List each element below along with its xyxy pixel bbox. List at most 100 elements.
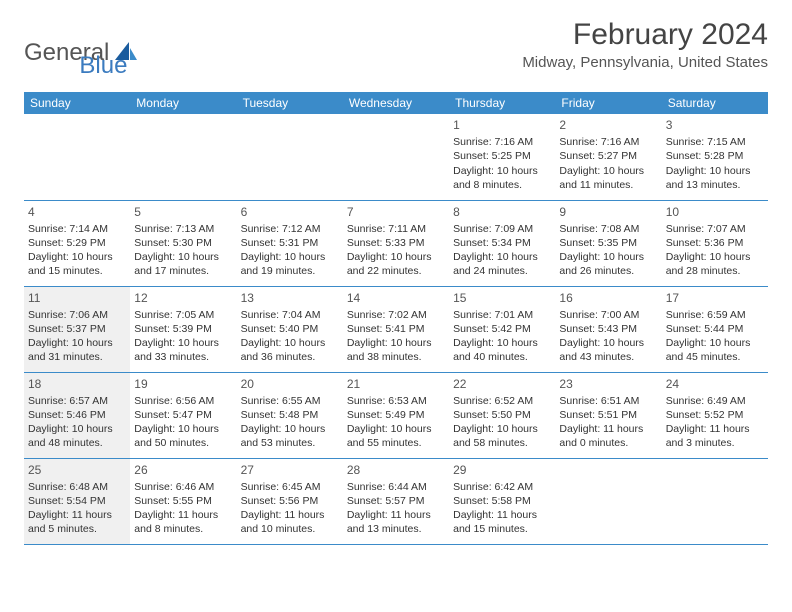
cell-sunrise: Sunrise: 7:14 AM [28,222,126,236]
calendar-cell [343,114,449,200]
calendar-cell: 15Sunrise: 7:01 AMSunset: 5:42 PMDayligh… [449,286,555,372]
day-number: 21 [347,376,445,392]
calendar-cell: 14Sunrise: 7:02 AMSunset: 5:41 PMDayligh… [343,286,449,372]
cell-daylight1: Daylight: 10 hours [134,250,232,264]
cell-sunrise: Sunrise: 6:46 AM [134,480,232,494]
cell-sunset: Sunset: 5:28 PM [666,149,764,163]
day-number: 2 [559,117,657,133]
day-number: 19 [134,376,232,392]
cell-sunrise: Sunrise: 7:16 AM [453,135,551,149]
day-number: 25 [28,462,126,478]
calendar-cell: 12Sunrise: 7:05 AMSunset: 5:39 PMDayligh… [130,286,236,372]
calendar-cell: 27Sunrise: 6:45 AMSunset: 5:56 PMDayligh… [237,458,343,544]
calendar-cell [237,114,343,200]
cell-daylight2: and 3 minutes. [666,436,764,450]
cell-daylight1: Daylight: 11 hours [28,508,126,522]
cell-daylight2: and 28 minutes. [666,264,764,278]
cell-sunrise: Sunrise: 6:55 AM [241,394,339,408]
day-number: 15 [453,290,551,306]
cell-sunset: Sunset: 5:27 PM [559,149,657,163]
cell-daylight2: and 40 minutes. [453,350,551,364]
day-number: 10 [666,204,764,220]
calendar-row: 1Sunrise: 7:16 AMSunset: 5:25 PMDaylight… [24,114,768,200]
cell-daylight1: Daylight: 11 hours [347,508,445,522]
cell-sunrise: Sunrise: 6:44 AM [347,480,445,494]
calendar-cell: 3Sunrise: 7:15 AMSunset: 5:28 PMDaylight… [662,114,768,200]
cell-daylight2: and 24 minutes. [453,264,551,278]
cell-daylight2: and 15 minutes. [28,264,126,278]
cell-sunset: Sunset: 5:34 PM [453,236,551,250]
cell-sunset: Sunset: 5:31 PM [241,236,339,250]
calendar-cell: 2Sunrise: 7:16 AMSunset: 5:27 PMDaylight… [555,114,661,200]
cell-daylight1: Daylight: 10 hours [666,164,764,178]
calendar-cell: 11Sunrise: 7:06 AMSunset: 5:37 PMDayligh… [24,286,130,372]
cell-daylight1: Daylight: 10 hours [559,336,657,350]
logo-text-2: Blue [79,52,127,80]
day-number: 14 [347,290,445,306]
cell-sunrise: Sunrise: 7:02 AM [347,308,445,322]
cell-daylight1: Daylight: 10 hours [559,250,657,264]
day-header: Thursday [449,92,555,114]
cell-sunset: Sunset: 5:58 PM [453,494,551,508]
day-header: Friday [555,92,661,114]
day-number: 18 [28,376,126,392]
cell-daylight1: Daylight: 11 hours [666,422,764,436]
day-number: 8 [453,204,551,220]
cell-sunrise: Sunrise: 7:01 AM [453,308,551,322]
cell-sunset: Sunset: 5:35 PM [559,236,657,250]
cell-daylight1: Daylight: 11 hours [559,422,657,436]
cell-daylight1: Daylight: 10 hours [28,336,126,350]
day-header: Tuesday [237,92,343,114]
calendar-cell: 4Sunrise: 7:14 AMSunset: 5:29 PMDaylight… [24,200,130,286]
cell-daylight2: and 48 minutes. [28,436,126,450]
cell-daylight1: Daylight: 10 hours [347,422,445,436]
cell-daylight2: and 36 minutes. [241,350,339,364]
cell-daylight1: Daylight: 10 hours [134,336,232,350]
cell-daylight2: and 31 minutes. [28,350,126,364]
day-number: 24 [666,376,764,392]
cell-daylight1: Daylight: 10 hours [134,422,232,436]
cell-daylight2: and 55 minutes. [347,436,445,450]
cell-sunset: Sunset: 5:56 PM [241,494,339,508]
cell-daylight2: and 50 minutes. [134,436,232,450]
cell-daylight1: Daylight: 11 hours [241,508,339,522]
cell-daylight2: and 58 minutes. [453,436,551,450]
cell-sunrise: Sunrise: 7:11 AM [347,222,445,236]
cell-sunrise: Sunrise: 6:42 AM [453,480,551,494]
cell-daylight1: Daylight: 10 hours [453,164,551,178]
calendar-cell: 21Sunrise: 6:53 AMSunset: 5:49 PMDayligh… [343,372,449,458]
cell-daylight1: Daylight: 10 hours [28,422,126,436]
cell-sunset: Sunset: 5:46 PM [28,408,126,422]
cell-sunset: Sunset: 5:50 PM [453,408,551,422]
cell-sunrise: Sunrise: 6:57 AM [28,394,126,408]
day-number: 28 [347,462,445,478]
cell-daylight2: and 33 minutes. [134,350,232,364]
calendar-table: SundayMondayTuesdayWednesdayThursdayFrid… [24,92,768,545]
calendar-cell: 5Sunrise: 7:13 AMSunset: 5:30 PMDaylight… [130,200,236,286]
calendar-cell: 26Sunrise: 6:46 AMSunset: 5:55 PMDayligh… [130,458,236,544]
calendar-cell: 20Sunrise: 6:55 AMSunset: 5:48 PMDayligh… [237,372,343,458]
calendar-cell: 23Sunrise: 6:51 AMSunset: 5:51 PMDayligh… [555,372,661,458]
cell-daylight2: and 8 minutes. [134,522,232,536]
cell-sunrise: Sunrise: 7:08 AM [559,222,657,236]
calendar-cell: 22Sunrise: 6:52 AMSunset: 5:50 PMDayligh… [449,372,555,458]
calendar-body: 1Sunrise: 7:16 AMSunset: 5:25 PMDaylight… [24,114,768,544]
calendar-row: 4Sunrise: 7:14 AMSunset: 5:29 PMDaylight… [24,200,768,286]
cell-daylight2: and 43 minutes. [559,350,657,364]
day-number: 29 [453,462,551,478]
cell-daylight1: Daylight: 10 hours [241,336,339,350]
cell-sunset: Sunset: 5:41 PM [347,322,445,336]
cell-daylight1: Daylight: 10 hours [453,422,551,436]
calendar-cell: 7Sunrise: 7:11 AMSunset: 5:33 PMDaylight… [343,200,449,286]
day-number: 17 [666,290,764,306]
calendar-row: 25Sunrise: 6:48 AMSunset: 5:54 PMDayligh… [24,458,768,544]
calendar-cell: 6Sunrise: 7:12 AMSunset: 5:31 PMDaylight… [237,200,343,286]
calendar-row: 18Sunrise: 6:57 AMSunset: 5:46 PMDayligh… [24,372,768,458]
day-number: 3 [666,117,764,133]
day-header-row: SundayMondayTuesdayWednesdayThursdayFrid… [24,92,768,114]
cell-sunrise: Sunrise: 7:13 AM [134,222,232,236]
cell-sunrise: Sunrise: 7:00 AM [559,308,657,322]
cell-sunset: Sunset: 5:36 PM [666,236,764,250]
cell-daylight1: Daylight: 10 hours [453,336,551,350]
cell-sunrise: Sunrise: 7:04 AM [241,308,339,322]
